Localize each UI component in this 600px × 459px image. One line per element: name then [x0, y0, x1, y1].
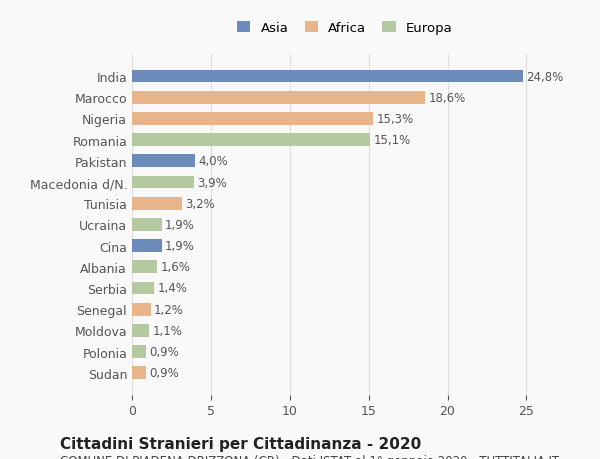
- Bar: [132, 197, 182, 210]
- Bar: [132, 113, 373, 125]
- Bar: [132, 92, 425, 104]
- Bar: [132, 176, 194, 189]
- Bar: [132, 261, 157, 274]
- Text: 1,6%: 1,6%: [160, 261, 190, 274]
- Text: 0,9%: 0,9%: [149, 366, 179, 380]
- Text: 15,3%: 15,3%: [377, 112, 413, 126]
- Bar: [132, 346, 146, 358]
- Bar: [132, 303, 151, 316]
- Bar: [132, 218, 162, 231]
- Bar: [132, 367, 146, 379]
- Text: 1,4%: 1,4%: [157, 282, 187, 295]
- Text: 0,9%: 0,9%: [149, 345, 179, 358]
- Text: 24,8%: 24,8%: [526, 70, 563, 84]
- Legend: Asia, Africa, Europa: Asia, Africa, Europa: [233, 17, 457, 39]
- Text: 15,1%: 15,1%: [373, 134, 410, 147]
- Text: 1,2%: 1,2%: [154, 303, 184, 316]
- Text: 18,6%: 18,6%: [428, 91, 466, 105]
- Text: 1,9%: 1,9%: [165, 240, 195, 252]
- Bar: [132, 240, 162, 252]
- Text: COMUNE DI PIADENA DRIZZONA (CR) - Dati ISTAT al 1° gennaio 2020 - TUTTITALIA.IT: COMUNE DI PIADENA DRIZZONA (CR) - Dati I…: [60, 454, 559, 459]
- Text: 3,2%: 3,2%: [185, 197, 215, 210]
- Bar: [132, 71, 523, 83]
- Bar: [132, 282, 154, 295]
- Text: 4,0%: 4,0%: [198, 155, 228, 168]
- Bar: [132, 325, 149, 337]
- Text: 3,9%: 3,9%: [197, 176, 226, 189]
- Bar: [132, 155, 195, 168]
- Text: Cittadini Stranieri per Cittadinanza - 2020: Cittadini Stranieri per Cittadinanza - 2…: [60, 436, 421, 451]
- Bar: [132, 134, 370, 147]
- Text: 1,9%: 1,9%: [165, 218, 195, 231]
- Text: 1,1%: 1,1%: [152, 324, 182, 337]
